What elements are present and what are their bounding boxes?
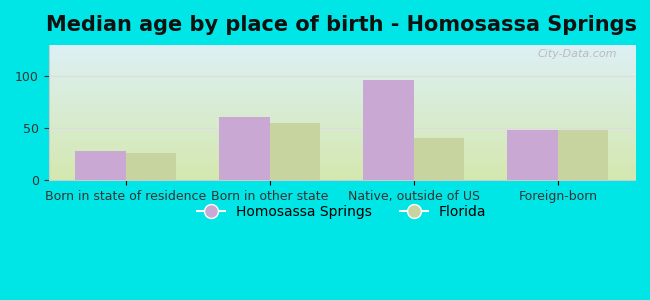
Bar bbox=[414, 137, 464, 180]
Bar bbox=[558, 130, 608, 180]
Title: Median age by place of birth - Homosassa Springs: Median age by place of birth - Homosassa… bbox=[46, 15, 637, 35]
Bar bbox=[125, 153, 176, 180]
Legend: Homosassa Springs, Florida: Homosassa Springs, Florida bbox=[192, 200, 492, 225]
Bar bbox=[75, 151, 125, 180]
Bar bbox=[508, 130, 558, 180]
Bar bbox=[363, 80, 414, 180]
Bar bbox=[219, 117, 270, 180]
Text: City-Data.com: City-Data.com bbox=[538, 49, 617, 59]
Bar bbox=[270, 123, 320, 180]
